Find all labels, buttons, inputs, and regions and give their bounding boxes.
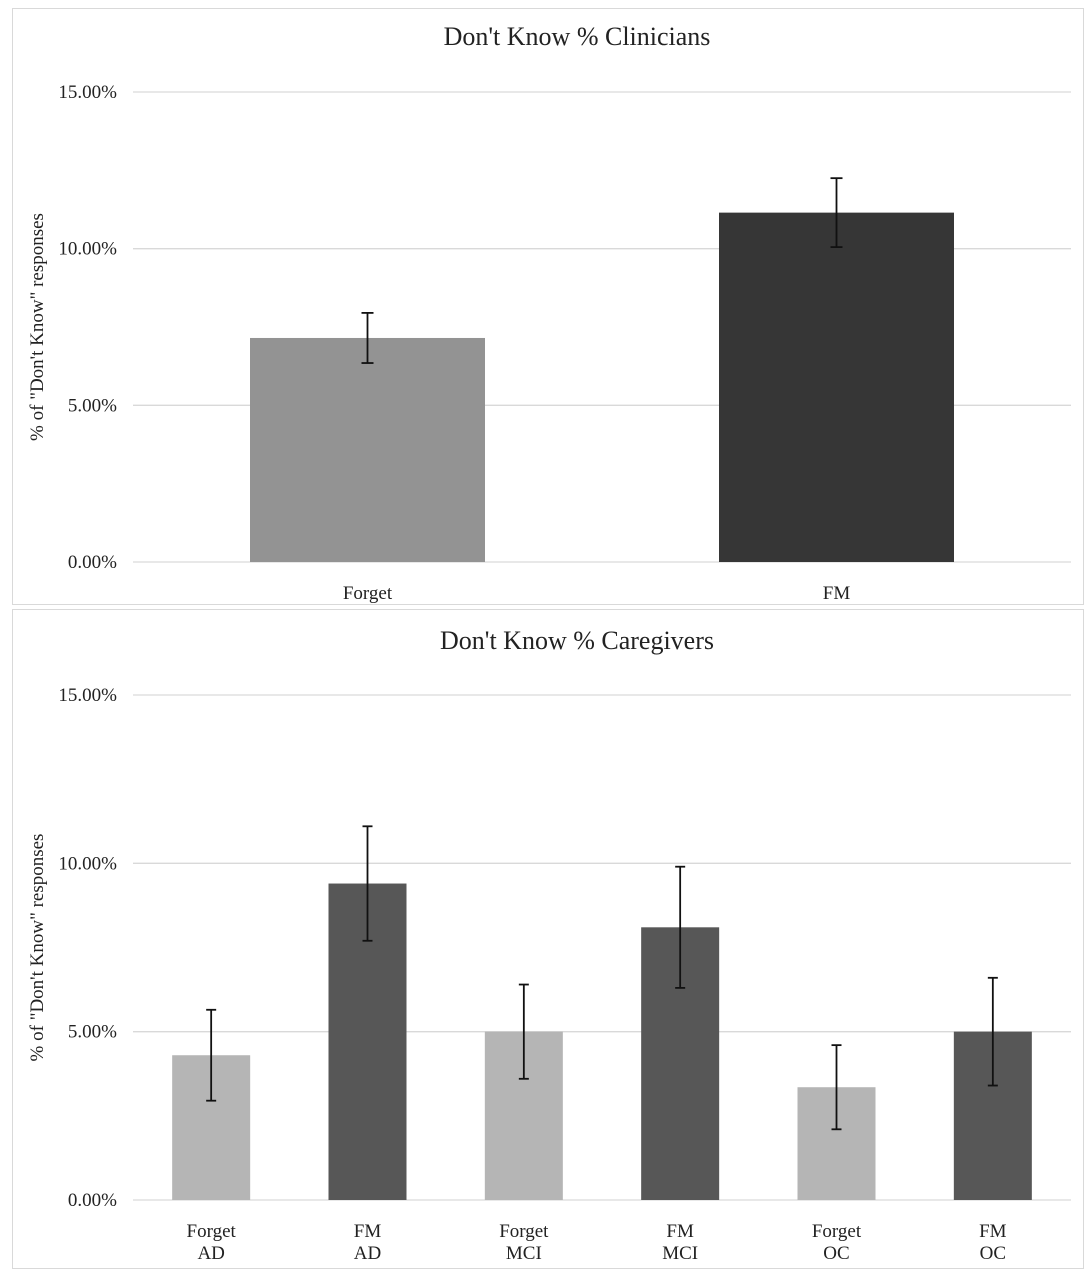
error-bar [830, 177, 843, 249]
y-tick-label: 15.00% [58, 82, 117, 103]
y-axis-label: % of "Don't Know" responses [27, 834, 48, 1062]
caregivers-bar-chart: 0.00%5.00%10.00%15.00% ForgetADFMADForge… [27, 626, 1071, 1264]
error-bar [987, 976, 998, 1087]
chart-title: Don't Know % Clinicians [444, 22, 711, 51]
error-bar [206, 1008, 217, 1102]
error-bar [361, 311, 374, 364]
x-category-label: FM [666, 1221, 694, 1242]
error-bar [362, 825, 373, 942]
bar [719, 212, 954, 562]
error-bar [518, 983, 529, 1080]
x-category-label: AD [354, 1243, 381, 1264]
x-category-label: AD [197, 1243, 224, 1264]
x-category-label: OC [823, 1243, 849, 1264]
bar [250, 337, 485, 562]
error-bar [675, 865, 686, 989]
y-tick-label: 15.00% [58, 685, 117, 706]
y-tick-label: 0.00% [68, 1190, 117, 1211]
y-tick-label: 10.00% [58, 853, 117, 874]
clinicians-bar-chart: 0.00% 5.00% 10.00% 15.00% Forget FM Don't Kn… [27, 22, 1071, 604]
caregivers-chart-panel: 0.00% 5.00% 10.00% 15.00% Forget AD FM AD Forge… [12, 609, 1084, 1269]
x-category-label: Forget [499, 1221, 549, 1242]
x-category-label: FM [354, 1221, 382, 1242]
x-category-label: FM [979, 1221, 1007, 1242]
clinicians-chart-panel: 0.00% 5.00% 10.00% 15.00% Forget FM Don't Kn… [12, 8, 1084, 605]
x-category-label: MCI [662, 1243, 698, 1264]
x-category-label: Forget [812, 1221, 862, 1242]
chart-title: Don't Know % Caregivers [440, 626, 714, 655]
y-tick-label: 0.00% [68, 552, 117, 573]
x-category-label: FM [823, 583, 851, 604]
error-bar [831, 1044, 842, 1131]
x-category-label: MCI [506, 1243, 542, 1264]
y-tick-label: 10.00% [58, 239, 117, 260]
x-category-label: OC [980, 1243, 1006, 1264]
y-axis-label: % of "Don't Know" responses [27, 213, 48, 441]
y-tick-label: 5.00% [68, 395, 117, 416]
x-category-label: Forget [187, 1221, 237, 1242]
x-category-label: Forget [343, 583, 393, 604]
y-tick-label: 5.00% [68, 1022, 117, 1043]
